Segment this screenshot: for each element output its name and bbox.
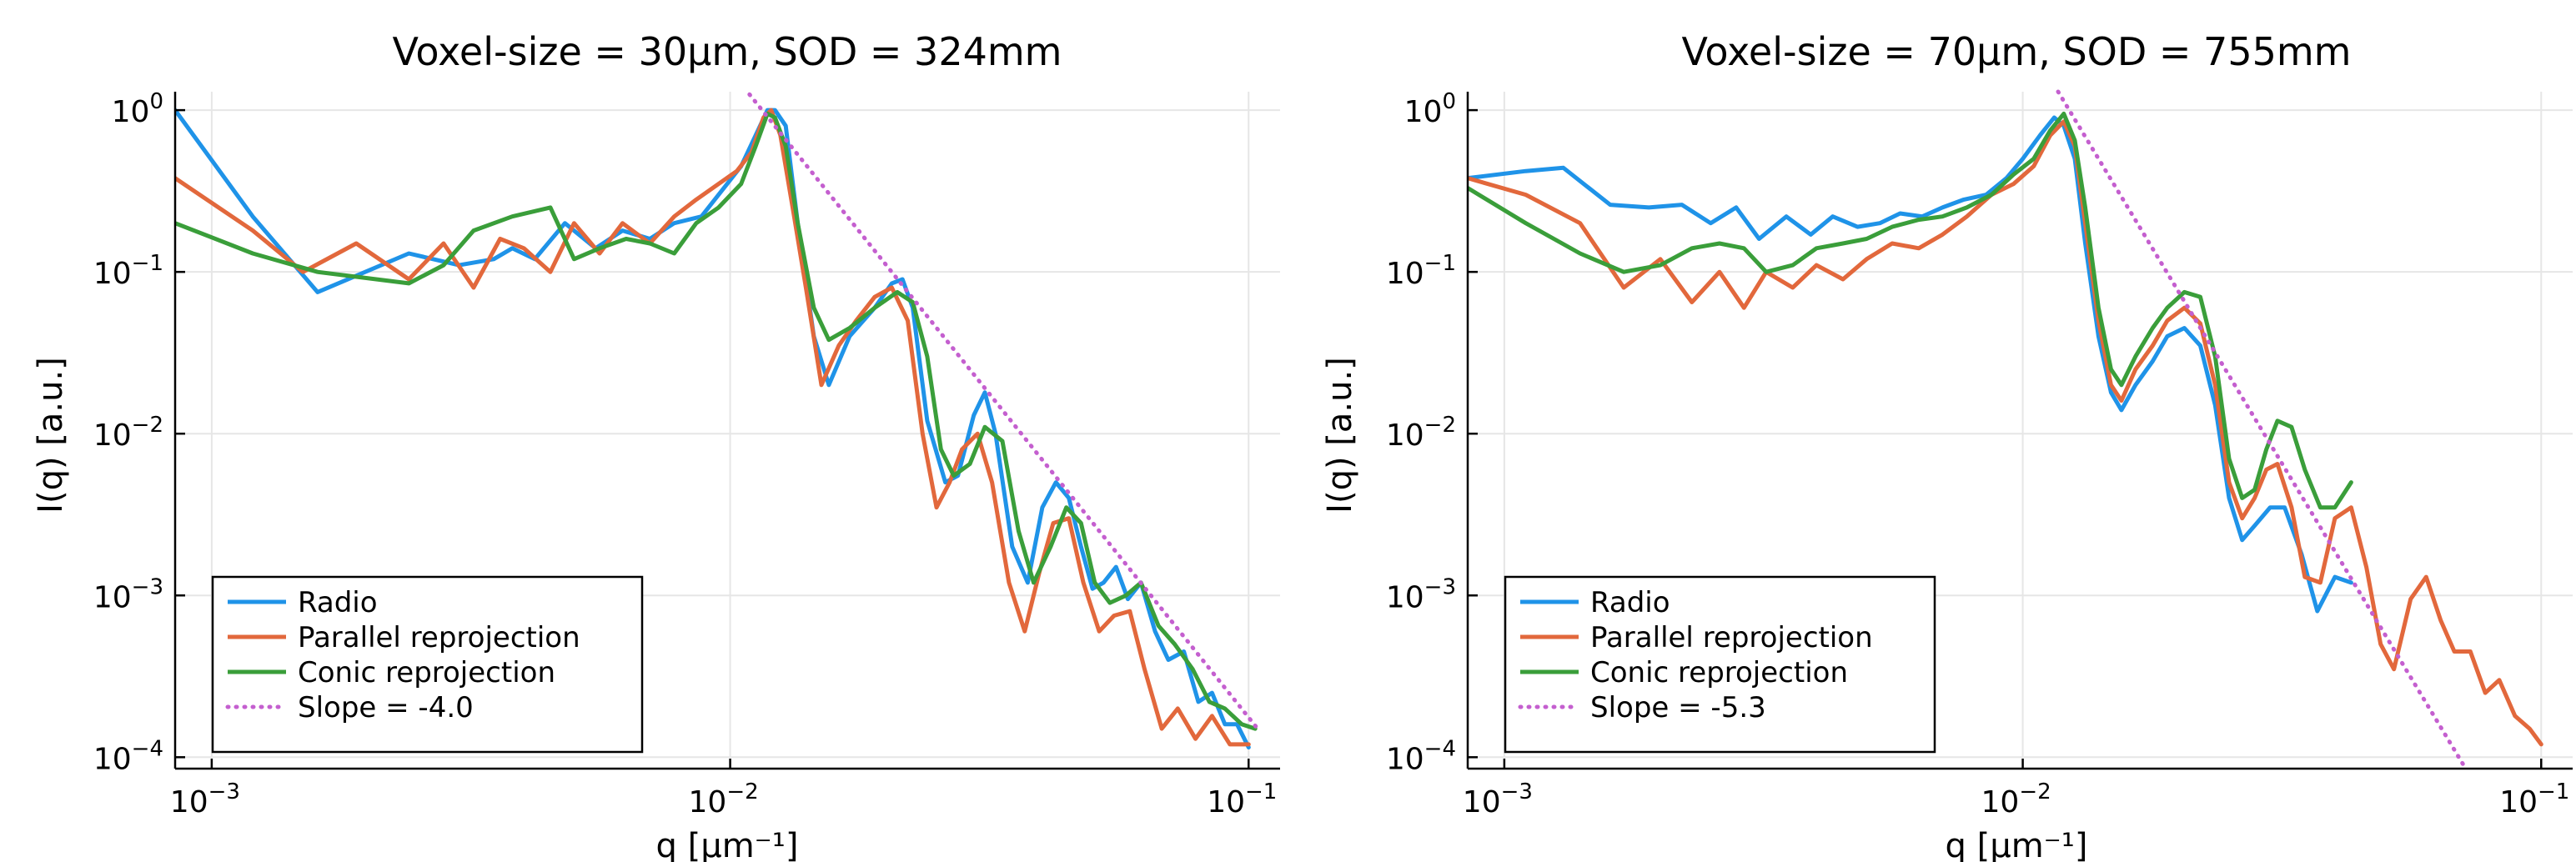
legend-label: Radio [1590,586,1670,619]
series-line-slope [2058,92,2466,769]
x-tick-label-base: 10 [1981,785,2020,819]
y-axis-label: I(q) [a.u.] [32,357,70,514]
legend-label: Parallel reprojection [1590,621,1873,654]
x-axis-label: q [µm⁻¹] [656,827,799,862]
y-tick-label: 100 [112,89,163,129]
x-tick-label-exp: −2 [2019,779,2051,804]
x-tick-label-base: 10 [1463,785,1501,819]
y-tick-label: 10−1 [93,251,163,291]
y-tick-label-exp: −1 [132,251,163,276]
y-tick-label: 10−1 [1386,251,1456,291]
y-tick-label-base: 10 [1386,257,1424,291]
y-tick-label-base: 10 [1386,580,1424,614]
chart-right: Voxel-size = 70µm, SOD = 755mm 10−3 10−2 1… [1321,29,2573,862]
y-tick-label: 100 [1404,89,1456,129]
y-tick-label-exp: −2 [1424,413,1456,438]
x-tick-label-exp: −1 [2538,779,2569,804]
x-tick-label: 10−3 [170,779,240,819]
x-tick-label-base: 10 [689,785,727,819]
y-tick-label-base: 10 [93,257,132,291]
y-tick-label-base: 10 [112,95,150,129]
y-tick-label-exp: −4 [132,736,163,761]
y-tick-label-exp: 0 [149,89,163,114]
series-line-conic [1468,113,2351,507]
chart-left: Voxel-size = 30µm, SOD = 324mm 10−3 10−2 1… [32,29,1280,862]
x-tick-label: 10−2 [689,779,759,819]
y-tick-label-exp: −3 [132,574,163,599]
y-tick-label: 10−3 [93,574,163,614]
x-tick-label: 10−1 [2499,779,2569,819]
legend-label: Conic reprojection [1590,656,1848,689]
x-tick-label-exp: −3 [208,779,240,804]
x-tick-label: 10−2 [1981,779,2051,819]
y-tick-label: 10−3 [1386,574,1456,614]
legend-label: Parallel reprojection [298,621,580,654]
y-tick-label-exp: −3 [1424,574,1456,599]
chart-title: Voxel-size = 70µm, SOD = 755mm [1682,29,2352,74]
x-tick-label: 10−3 [1463,779,1533,819]
y-tick-label-exp: 0 [1442,89,1456,114]
chart-title: Voxel-size = 30µm, SOD = 324mm [393,29,1062,74]
x-tick-label-base: 10 [170,785,208,819]
series-line-slope [750,94,1260,731]
y-tick-label-base: 10 [93,742,132,776]
x-axis-label: q [µm⁻¹] [1946,827,2088,862]
y-tick-label: 10−4 [1386,736,1456,776]
y-tick-label-base: 10 [93,418,132,453]
x-tick-label-base: 10 [2499,785,2538,819]
x-tick-label: 10−1 [1207,779,1277,819]
y-tick-label-exp: −1 [1424,251,1456,276]
y-tick-label-exp: −2 [132,413,163,438]
legend-label: Slope = -5.3 [1590,691,1766,724]
y-tick-label-exp: −4 [1424,736,1456,761]
y-tick-label: 10−2 [1386,413,1456,453]
x-tick-label-exp: −2 [726,779,758,804]
x-tick-label-base: 10 [1207,785,1245,819]
x-tick-label-exp: −3 [1501,779,1533,804]
y-tick-label-base: 10 [1404,95,1443,129]
legend-label: Conic reprojection [298,656,555,689]
series-line-radio [1468,118,2351,611]
y-tick-label: 10−4 [93,736,163,776]
y-tick-label-base: 10 [93,580,132,614]
legend-label: Radio [298,586,378,619]
y-axis-label: I(q) [a.u.] [1321,357,1359,514]
y-tick-label: 10−2 [93,413,163,453]
y-tick-label-base: 10 [1386,742,1424,776]
legend-label: Slope = -4.0 [298,691,474,724]
x-tick-label-exp: −1 [1245,779,1277,804]
y-tick-label-base: 10 [1386,418,1424,453]
